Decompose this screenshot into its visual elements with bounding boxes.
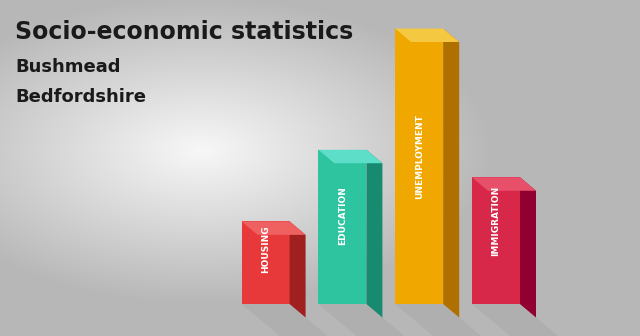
Text: Bedfordshire: Bedfordshire [15,88,146,106]
Polygon shape [472,177,536,191]
Polygon shape [396,304,483,336]
Polygon shape [443,29,460,318]
Polygon shape [289,221,306,318]
Polygon shape [396,29,443,304]
Polygon shape [366,150,383,318]
Polygon shape [319,150,366,304]
Polygon shape [242,304,330,336]
Text: Bushmead: Bushmead [15,58,120,76]
Polygon shape [242,221,306,235]
Polygon shape [319,150,383,163]
Polygon shape [472,304,560,336]
Text: Socio-economic statistics: Socio-economic statistics [15,20,353,44]
Text: IMMIGRATION: IMMIGRATION [492,186,500,256]
Text: EDUCATION: EDUCATION [338,186,347,246]
Polygon shape [396,29,460,42]
Polygon shape [242,221,289,304]
Text: UNEMPLOYMENT: UNEMPLOYMENT [415,115,424,199]
Text: HOUSING: HOUSING [261,225,270,273]
Polygon shape [520,177,536,318]
Polygon shape [319,304,406,336]
Polygon shape [472,177,520,304]
